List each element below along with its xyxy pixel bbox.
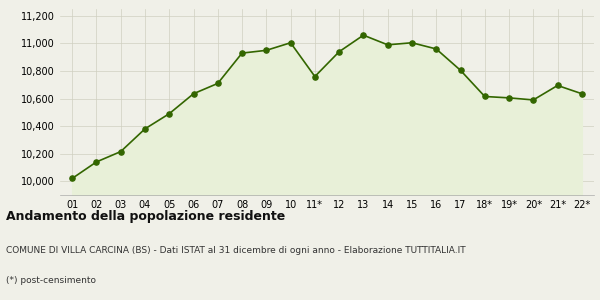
Point: [456, 68, 466, 73]
Text: COMUNE DI VILLA CARCINA (BS) - Dati ISTAT al 31 dicembre di ogni anno - Elaboraz: COMUNE DI VILLA CARCINA (BS) - Dati ISTA…: [6, 246, 466, 255]
Point: [480, 94, 490, 99]
Point: [359, 33, 368, 38]
Point: [188, 91, 198, 96]
Point: [577, 91, 587, 96]
Point: [310, 74, 320, 79]
Point: [92, 160, 101, 164]
Point: [334, 49, 344, 54]
Point: [383, 42, 392, 47]
Point: [407, 40, 417, 45]
Text: (*) post-censimento: (*) post-censimento: [6, 276, 96, 285]
Text: Andamento della popolazione residente: Andamento della popolazione residente: [6, 210, 285, 223]
Point: [164, 111, 174, 116]
Point: [504, 95, 514, 100]
Point: [431, 46, 441, 51]
Point: [553, 83, 562, 88]
Point: [286, 40, 295, 45]
Point: [237, 51, 247, 56]
Point: [67, 176, 77, 181]
Point: [262, 48, 271, 53]
Point: [116, 149, 125, 154]
Point: [140, 127, 150, 131]
Point: [529, 98, 538, 102]
Point: [213, 81, 223, 86]
